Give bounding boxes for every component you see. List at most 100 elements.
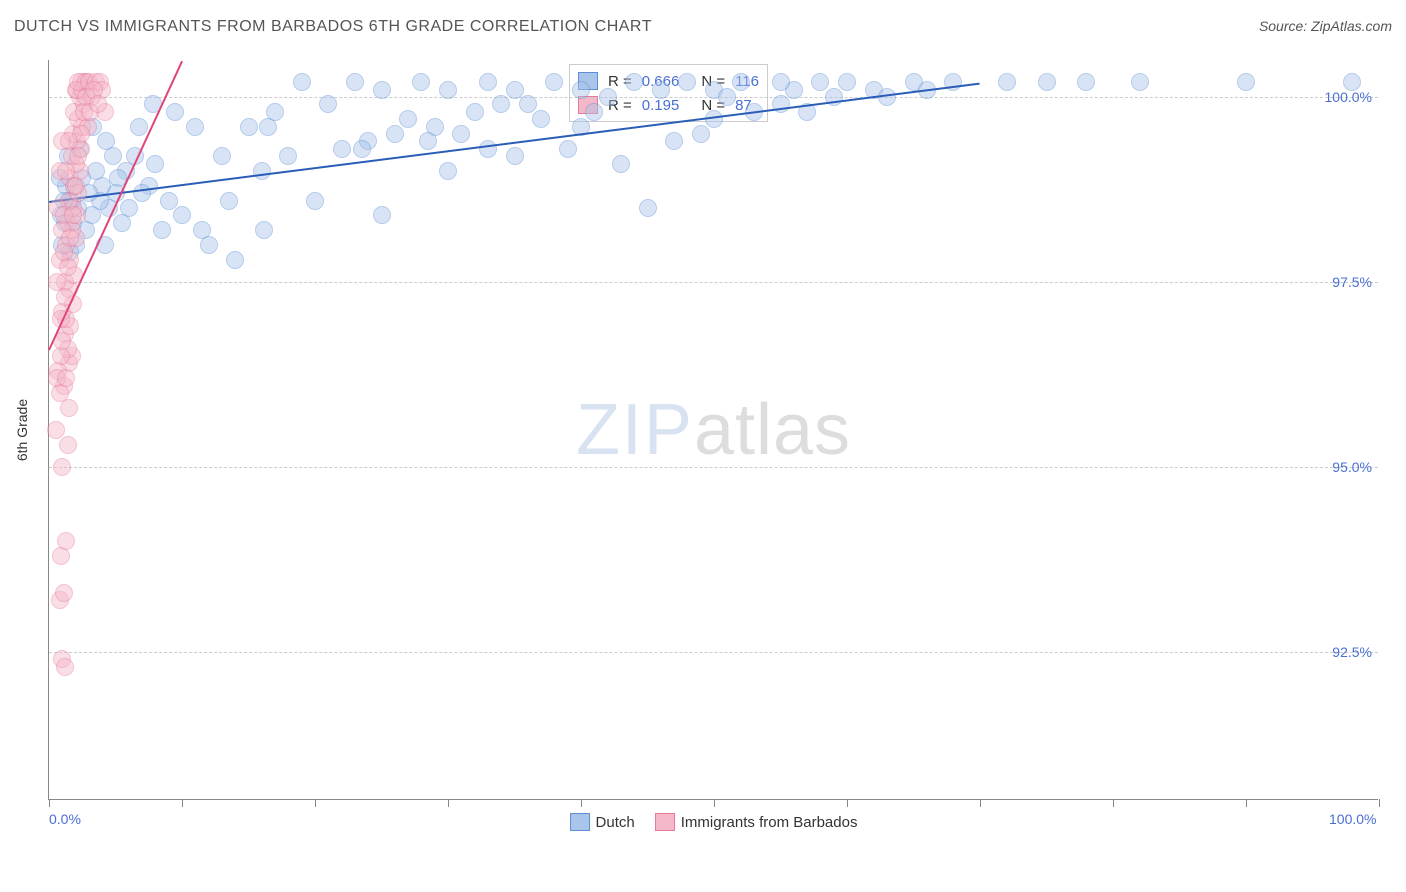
data-point [373, 206, 391, 224]
title-bar: DUTCH VS IMMIGRANTS FROM BARBADOS 6TH GR… [14, 18, 1392, 36]
data-point [64, 206, 82, 224]
gridline [49, 467, 1378, 468]
data-point [133, 184, 151, 202]
data-point [639, 199, 657, 217]
data-point [57, 162, 75, 180]
data-point [113, 214, 131, 232]
data-point [545, 73, 563, 91]
bottom-legend: Dutch Immigrants from Barbados [570, 813, 858, 831]
data-point [1038, 73, 1056, 91]
data-point [678, 73, 696, 91]
data-point [166, 103, 184, 121]
data-point [57, 369, 75, 387]
data-point [57, 532, 75, 550]
watermark: ZIPatlas [576, 389, 851, 471]
data-point [240, 118, 258, 136]
data-point [479, 140, 497, 158]
data-point [439, 81, 457, 99]
x-tick [182, 799, 183, 807]
data-point [492, 95, 510, 113]
legend-label: Dutch [596, 814, 635, 831]
data-point [319, 95, 337, 113]
data-point [599, 88, 617, 106]
x-tick [1379, 799, 1380, 807]
x-tick [1113, 799, 1114, 807]
data-point [47, 421, 65, 439]
watermark-zip: ZIP [576, 390, 694, 470]
data-point [506, 81, 524, 99]
data-point [479, 73, 497, 91]
x-tick [847, 799, 848, 807]
y-tick-label: 100.0% [1325, 89, 1372, 105]
data-point [373, 81, 391, 99]
legend-label: Immigrants from Barbados [681, 814, 858, 831]
trendline [49, 82, 980, 202]
data-point [399, 110, 417, 128]
x-tick-label: 0.0% [49, 811, 81, 827]
data-point [279, 147, 297, 165]
data-point [612, 155, 630, 173]
data-point [772, 73, 790, 91]
data-point [386, 125, 404, 143]
y-tick-label: 92.5% [1332, 644, 1372, 660]
data-point [652, 81, 670, 99]
data-point [173, 206, 191, 224]
y-axis-label: 6th Grade [14, 399, 30, 461]
data-point [97, 132, 115, 150]
data-point [55, 243, 73, 261]
x-tick [980, 799, 981, 807]
data-point [732, 73, 750, 91]
x-tick [315, 799, 316, 807]
data-point [1077, 73, 1095, 91]
data-point [466, 103, 484, 121]
legend-item: Immigrants from Barbados [655, 813, 858, 831]
data-point [998, 73, 1016, 91]
legend-swatch [570, 813, 590, 831]
data-point [585, 103, 603, 121]
x-tick [714, 799, 715, 807]
data-point [346, 73, 364, 91]
data-point [532, 110, 550, 128]
data-point [60, 399, 78, 417]
data-point [692, 125, 710, 143]
x-tick [49, 799, 50, 807]
x-tick-label: 100.0% [1329, 811, 1376, 827]
gridline [49, 652, 1378, 653]
data-point [153, 221, 171, 239]
data-point [220, 192, 238, 210]
data-point [419, 132, 437, 150]
data-point [253, 162, 271, 180]
source-label: Source: ZipAtlas.com [1259, 18, 1392, 34]
data-point [56, 658, 74, 676]
data-point [718, 88, 736, 106]
data-point [838, 73, 856, 91]
data-point [559, 140, 577, 158]
data-point [89, 95, 107, 113]
data-point [59, 436, 77, 454]
data-point [412, 73, 430, 91]
data-point [665, 132, 683, 150]
data-point [293, 73, 311, 91]
data-point [1343, 73, 1361, 91]
x-tick [1246, 799, 1247, 807]
y-tick-label: 97.5% [1332, 274, 1372, 290]
data-point [452, 125, 470, 143]
data-point [306, 192, 324, 210]
data-point [53, 458, 71, 476]
legend-swatch [655, 813, 675, 831]
data-point [353, 140, 371, 158]
gridline [49, 282, 1378, 283]
data-point [55, 584, 73, 602]
x-tick [448, 799, 449, 807]
data-point [130, 118, 148, 136]
data-point [255, 221, 273, 239]
x-tick [581, 799, 582, 807]
data-point [1131, 73, 1149, 91]
data-point [506, 147, 524, 165]
plot-area: ZIPatlas R =0.666N =116R =0.195N =87 Dut… [48, 60, 1378, 800]
data-point [186, 118, 204, 136]
y-tick-label: 95.0% [1332, 459, 1372, 475]
data-point [1237, 73, 1255, 91]
data-point [259, 118, 277, 136]
r-value: 0.195 [642, 97, 680, 114]
